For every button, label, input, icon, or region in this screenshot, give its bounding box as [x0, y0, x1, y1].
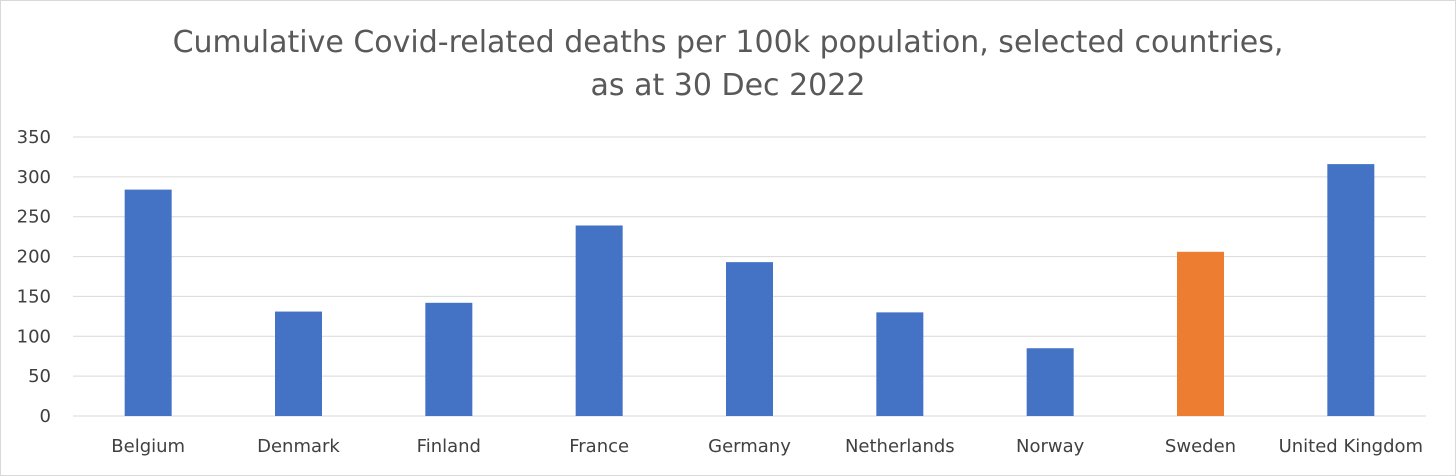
chart-title-line-2: as at 30 Dec 2022	[590, 68, 866, 103]
y-tick-label-50: 50	[28, 366, 51, 387]
bar-norway	[1026, 348, 1074, 416]
x-tick-label-france: France	[569, 436, 629, 457]
y-tick-label-150: 150	[17, 286, 51, 307]
bar-denmark	[275, 311, 322, 416]
y-tick-label-100: 100	[17, 326, 51, 347]
x-axis-ticks: Belgium Denmark Finland France Germany Nether…	[111, 436, 1423, 457]
x-tick-label-netherlands: Netherlands	[845, 436, 955, 457]
y-tick-label-200: 200	[17, 247, 51, 268]
x-tick-label-sweden: Sweden	[1165, 436, 1236, 457]
bar-france	[575, 225, 623, 416]
bars	[124, 164, 1375, 416]
bar-sweden	[1177, 251, 1224, 416]
y-tick-label-300: 300	[17, 167, 51, 188]
y-tick-label-250: 250	[17, 207, 51, 228]
y-axis-ticks: 0 50 100 150 200 250 300 350	[17, 127, 51, 427]
chart-title-line-1: Cumulative Covid-related deaths per 100k…	[172, 25, 1284, 60]
bar-united-kingdom	[1327, 164, 1375, 416]
y-tick-label-0: 0	[40, 406, 51, 427]
bar-finland	[425, 302, 473, 416]
x-tick-label-finland: Finland	[417, 436, 481, 457]
x-tick-label-denmark: Denmark	[257, 436, 340, 457]
bar-germany	[726, 262, 773, 416]
bar-netherlands	[876, 312, 924, 416]
x-tick-label-germany: Germany	[708, 436, 791, 457]
x-tick-label-norway: Norway	[1016, 436, 1085, 457]
y-tick-label-350: 350	[17, 127, 51, 148]
bar-belgium	[124, 189, 172, 416]
x-tick-label-belgium: Belgium	[111, 436, 185, 457]
x-tick-label-united-kingdom: United Kingdom	[1279, 436, 1423, 457]
